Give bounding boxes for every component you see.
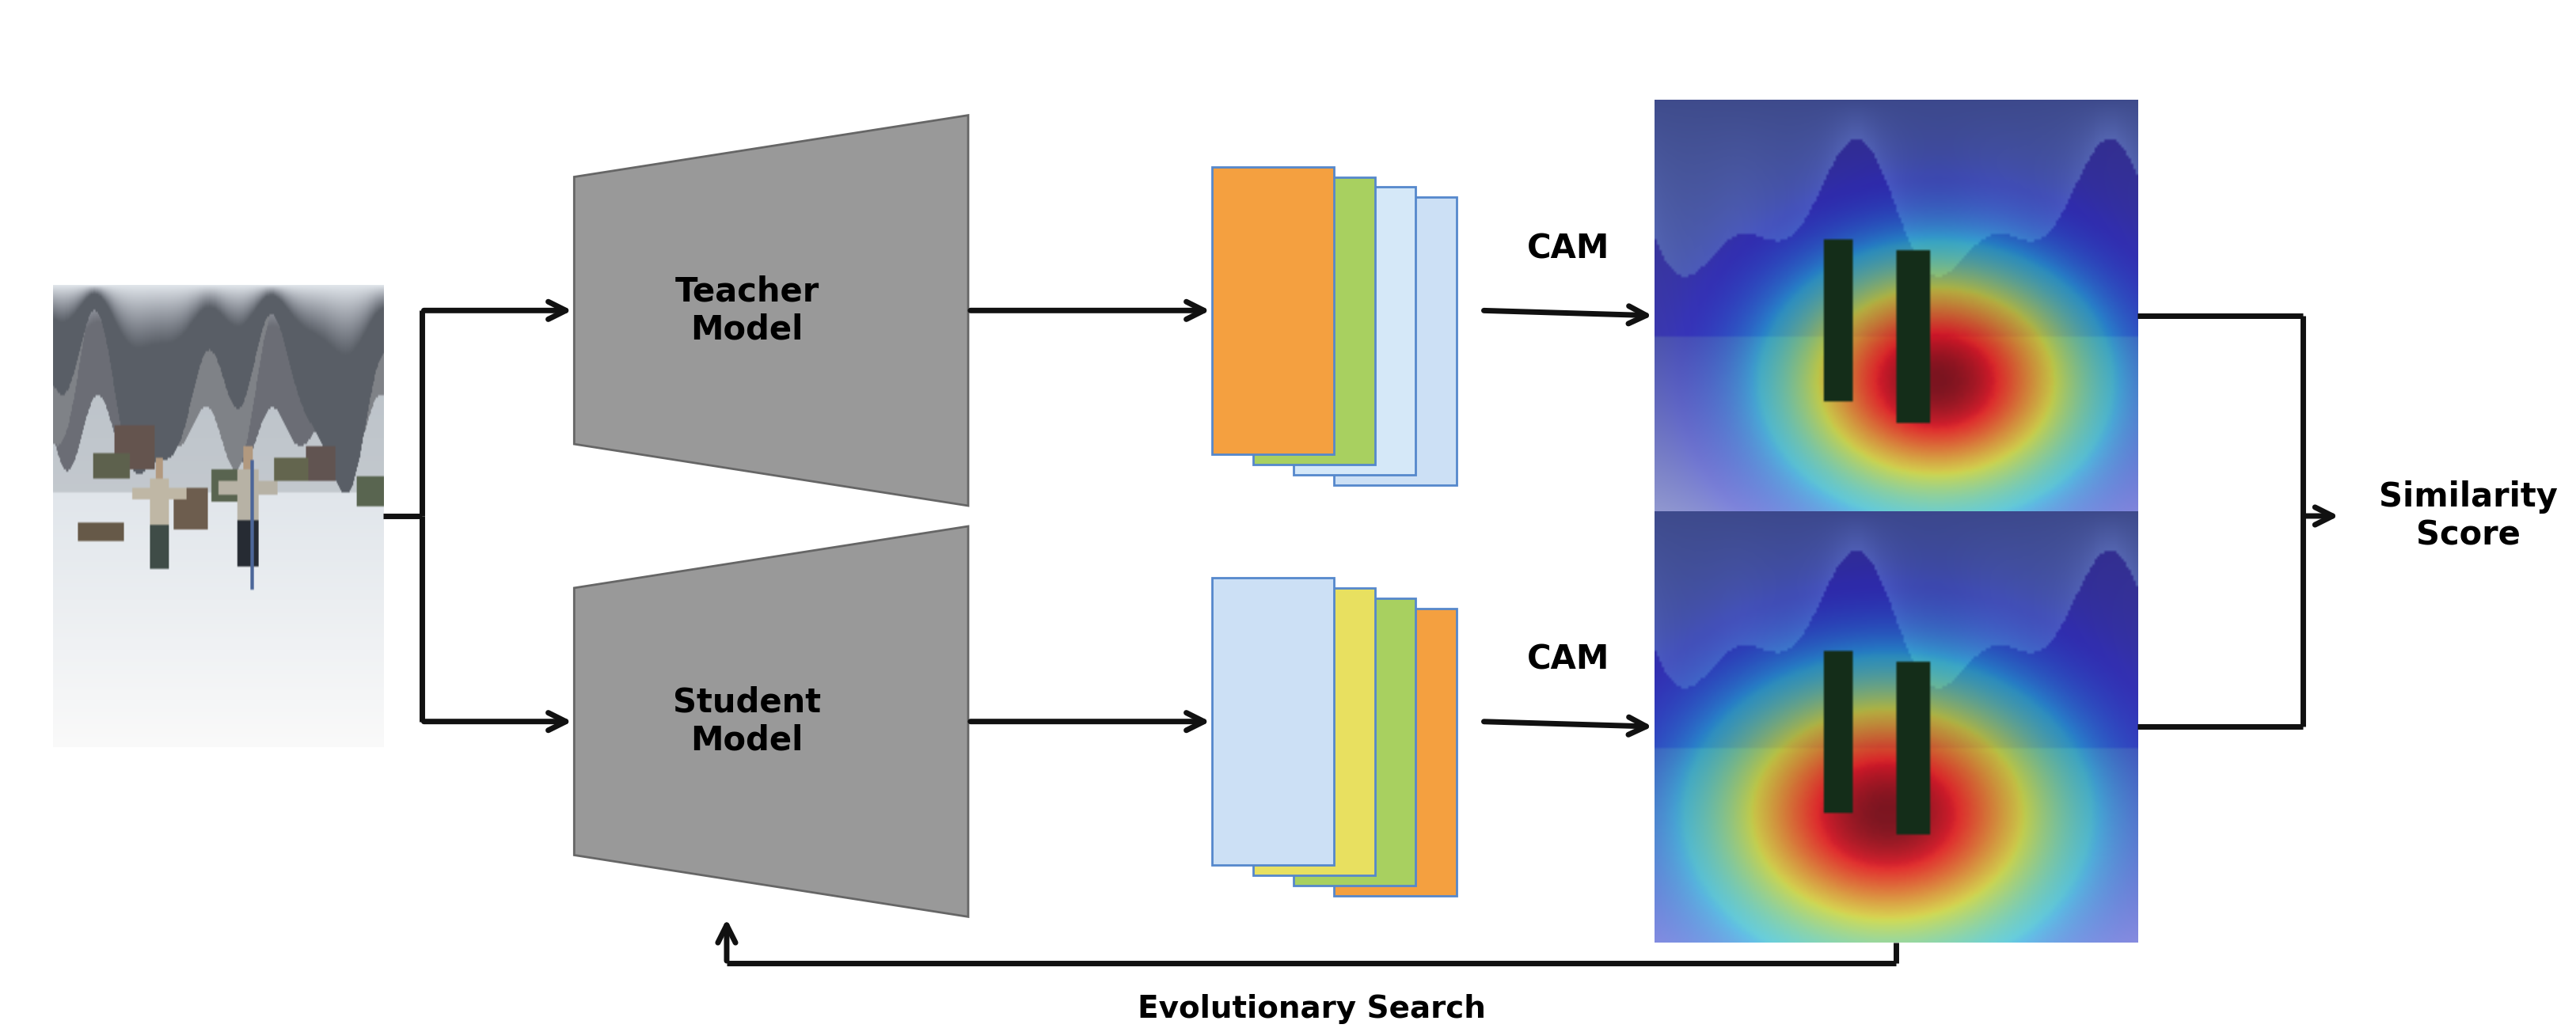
Text: Student
Model: Student Model <box>672 685 822 757</box>
Bar <box>1334 197 1455 485</box>
Text: Evolutionary Search: Evolutionary Search <box>1136 994 1486 1025</box>
Bar <box>1213 578 1334 866</box>
Text: CAM: CAM <box>1528 643 1610 677</box>
Bar <box>1213 166 1334 454</box>
Polygon shape <box>574 116 969 506</box>
Text: CAM: CAM <box>1528 232 1610 265</box>
Bar <box>1293 187 1417 475</box>
Text: Similarity
Score: Similarity Score <box>2378 480 2558 552</box>
Bar <box>1252 176 1376 464</box>
Bar <box>1334 609 1455 896</box>
Bar <box>1293 599 1417 885</box>
Polygon shape <box>574 526 969 916</box>
Text: Teacher
Model: Teacher Model <box>675 275 819 347</box>
Bar <box>1252 588 1376 876</box>
